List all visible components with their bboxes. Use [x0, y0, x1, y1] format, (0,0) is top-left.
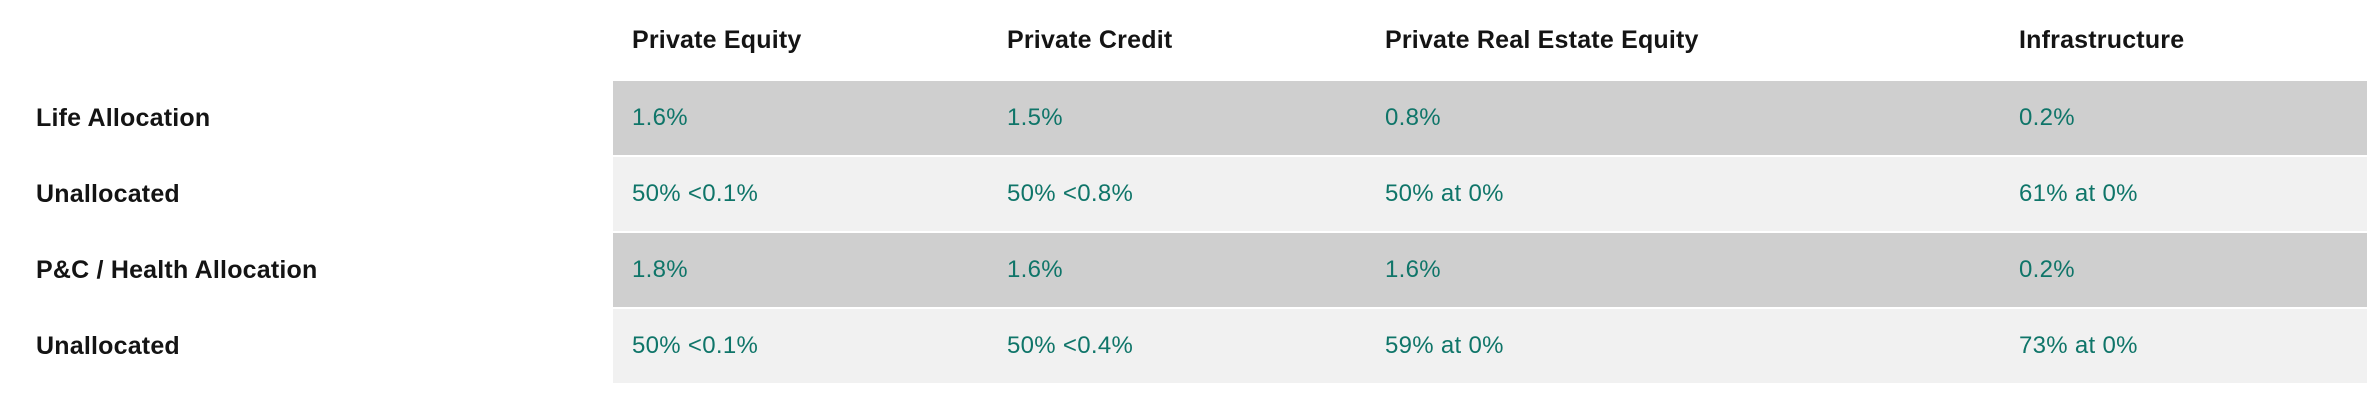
- column-header-private-credit: Private Credit: [1007, 26, 1173, 54]
- header-spacer-cell: [0, 0, 613, 81]
- table-header-row: Private Equity Private Credit Private Real…: [0, 0, 2376, 81]
- row-label: Life Allocation: [0, 81, 613, 155]
- value-cell-private-credit: 1.5%: [988, 81, 1366, 155]
- column-header-private-equity: Private Equity: [632, 26, 802, 54]
- row-label: Unallocated: [0, 157, 613, 231]
- value-cell-private-equity: 50% <0.1%: [613, 309, 988, 383]
- column-header-infrastructure: Infrastructure: [2019, 26, 2185, 54]
- table-row: P&C / Health Allocation 1.8% 1.6% 1.6% 0.2%: [0, 233, 2376, 307]
- value-cell-private-credit: 50% <0.8%: [988, 157, 1366, 231]
- allocation-table: Private Equity Private Credit Private Real…: [0, 0, 2376, 383]
- value-cell-private-real-estate-equity: 59% at 0%: [1366, 309, 2000, 383]
- table-row: Life Allocation 1.6% 1.5% 0.8% 0.2%: [0, 81, 2376, 155]
- value-cell-private-equity: 1.6%: [613, 81, 988, 155]
- row-label: P&C / Health Allocation: [0, 233, 613, 307]
- value-cell-infrastructure: 73% at 0%: [2000, 309, 2367, 383]
- table-row: Unallocated 50% <0.1% 50% <0.8% 50% at 0% 61…: [0, 157, 2376, 231]
- value-cell-infrastructure: 0.2%: [2000, 233, 2367, 307]
- row-label: Unallocated: [0, 309, 613, 383]
- value-cell-infrastructure: 0.2%: [2000, 81, 2367, 155]
- value-cell-private-real-estate-equity: 0.8%: [1366, 81, 2000, 155]
- value-cell-private-real-estate-equity: 1.6%: [1366, 233, 2000, 307]
- value-cell-private-equity: 50% <0.1%: [613, 157, 988, 231]
- value-cell-private-credit: 50% <0.4%: [988, 309, 1366, 383]
- value-cell-private-credit: 1.6%: [988, 233, 1366, 307]
- value-cell-infrastructure: 61% at 0%: [2000, 157, 2367, 231]
- table-row: Unallocated 50% <0.1% 50% <0.4% 59% at 0% 73…: [0, 309, 2376, 383]
- column-header-private-real-estate-equity: Private Real Estate Equity: [1385, 26, 1699, 54]
- value-cell-private-equity: 1.8%: [613, 233, 988, 307]
- value-cell-private-real-estate-equity: 50% at 0%: [1366, 157, 2000, 231]
